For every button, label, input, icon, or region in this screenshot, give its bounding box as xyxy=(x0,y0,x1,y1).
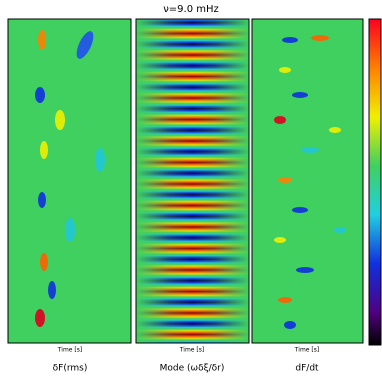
panel-caption: δF(rms) xyxy=(53,364,88,374)
x-axis-label: Time [s] xyxy=(179,347,204,354)
panel-left xyxy=(7,18,132,344)
figure-title: ν=9.0 mHz xyxy=(163,4,219,15)
colorbar xyxy=(368,18,382,346)
x-axis-label: Time [s] xyxy=(294,347,319,354)
panel-right xyxy=(251,18,364,344)
panel-caption: dF/dt xyxy=(295,364,319,374)
x-axis-label: Time [s] xyxy=(57,347,82,354)
panel-caption: Mode (ωδξ/δr) xyxy=(160,364,225,374)
panel-middle xyxy=(135,18,250,344)
